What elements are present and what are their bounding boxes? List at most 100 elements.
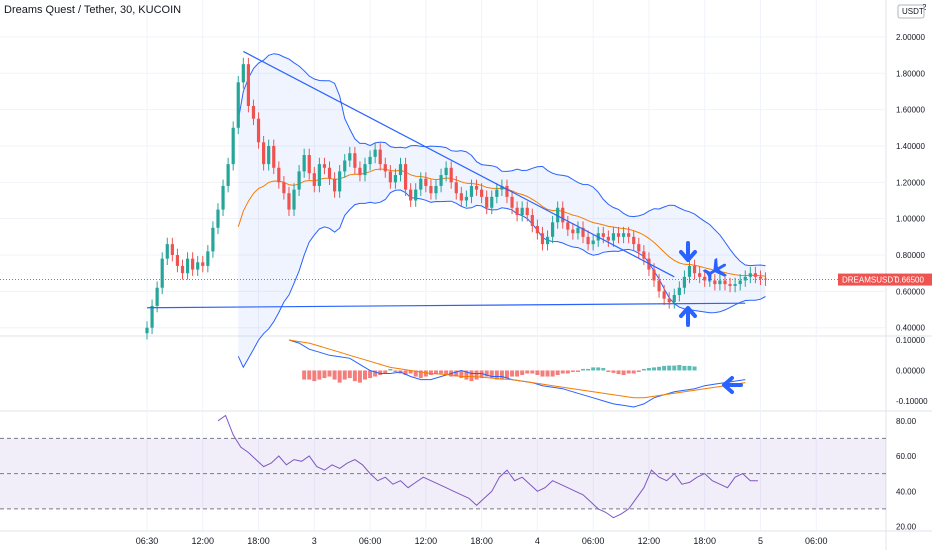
price-pane[interactable] [0, 50, 886, 369]
candle-body[interactable] [692, 265, 697, 274]
candle-body[interactable] [241, 64, 245, 83]
candle-body[interactable] [363, 164, 367, 176]
candle-body[interactable] [155, 287, 159, 306]
candle-body[interactable] [551, 222, 555, 237]
candle-body[interactable] [338, 171, 342, 192]
candle-body[interactable] [687, 265, 692, 277]
candle-body[interactable] [256, 118, 261, 143]
candle-body[interactable] [738, 280, 742, 285]
candle-body[interactable] [211, 227, 215, 252]
candle-body[interactable] [297, 171, 301, 190]
rsi-pane[interactable] [0, 414, 886, 519]
candle-body[interactable] [180, 265, 185, 274]
candle-body[interactable] [505, 185, 509, 197]
candle-body[interactable] [439, 175, 443, 186]
candle-body[interactable] [733, 284, 737, 286]
candle-body[interactable] [566, 222, 570, 230]
candle-body[interactable] [581, 227, 585, 237]
candle-body[interactable] [540, 233, 545, 245]
candle-body[interactable] [520, 207, 524, 216]
candle-body[interactable] [206, 251, 210, 266]
candle-body[interactable] [667, 298, 671, 303]
candle-body[interactable] [383, 164, 387, 172]
trendline-support[interactable] [146, 302, 746, 309]
candle-body[interactable] [743, 276, 747, 281]
candle-body[interactable] [262, 142, 266, 165]
candle-body[interactable] [201, 262, 205, 266]
candle-body[interactable] [236, 82, 240, 128]
candle-body[interactable] [652, 269, 656, 281]
candle-body[interactable] [196, 262, 200, 270]
candle-body[interactable] [444, 167, 448, 176]
candle-body[interactable] [216, 209, 220, 228]
candle-body[interactable] [677, 287, 681, 296]
candle-body[interactable] [332, 178, 337, 192]
candle-body[interactable] [698, 273, 702, 277]
candle-body[interactable] [642, 251, 646, 259]
candle-body[interactable] [358, 167, 362, 176]
candle-body[interactable] [657, 280, 661, 292]
candle-body[interactable] [378, 149, 382, 165]
candle-body[interactable] [632, 236, 636, 245]
candle-body[interactable] [728, 284, 732, 286]
candle-body[interactable] [246, 64, 250, 106]
candle-body[interactable] [525, 207, 529, 216]
candle-body[interactable] [393, 175, 398, 183]
candle-body[interactable] [753, 273, 757, 277]
candle-body[interactable] [277, 167, 281, 183]
candle-body[interactable] [302, 155, 306, 172]
candle-body[interactable] [175, 255, 180, 266]
candle-body[interactable] [591, 240, 595, 245]
candle-body[interactable] [748, 273, 752, 277]
candle-body[interactable] [388, 171, 392, 183]
candle-body[interactable] [327, 167, 332, 179]
candle-body[interactable] [170, 244, 174, 256]
macd-pane[interactable] [288, 339, 746, 408]
candle-body[interactable] [606, 236, 610, 241]
candle-body[interactable] [145, 327, 149, 334]
candle-body[interactable] [185, 258, 190, 274]
candle-body[interactable] [637, 244, 641, 252]
candle-body[interactable] [231, 127, 235, 165]
candle-body[interactable] [287, 193, 291, 210]
candle-body[interactable] [312, 173, 316, 186]
candle-body[interactable] [398, 164, 403, 176]
candle-body[interactable] [530, 215, 534, 226]
candle-body[interactable] [708, 280, 712, 282]
candle-body[interactable] [611, 233, 616, 241]
candle-body[interactable] [343, 160, 347, 172]
candle-body[interactable] [718, 280, 722, 285]
candle-body[interactable] [627, 233, 631, 237]
candle-body[interactable] [221, 185, 225, 210]
candle-body[interactable] [616, 233, 621, 237]
candle-body[interactable] [226, 164, 230, 186]
candle-body[interactable] [373, 149, 377, 157]
candle-body[interactable] [723, 280, 727, 285]
candle-body[interactable] [191, 258, 195, 270]
candle-body[interactable] [621, 233, 626, 237]
candle-body[interactable] [272, 145, 276, 168]
candle-body[interactable] [601, 233, 605, 237]
candle-body[interactable] [429, 185, 433, 194]
candle-body[interactable] [449, 167, 453, 183]
candle-body[interactable] [251, 105, 256, 119]
candle-body[interactable] [545, 236, 550, 245]
candle-body[interactable] [485, 196, 489, 208]
candle-body[interactable] [469, 185, 474, 197]
candle-body[interactable] [353, 153, 357, 168]
candle-body[interactable] [474, 185, 479, 190]
candle-body[interactable] [703, 276, 707, 281]
candle-body[interactable] [267, 145, 271, 165]
candle-body[interactable] [403, 164, 408, 190]
candle-body[interactable] [758, 276, 763, 279]
candle-body[interactable] [419, 178, 423, 190]
candle-body[interactable] [282, 182, 286, 194]
candle-body[interactable] [348, 153, 352, 161]
candle-body[interactable] [561, 207, 565, 223]
candle-body[interactable] [368, 156, 372, 165]
candle-body[interactable] [480, 189, 484, 197]
candle-body[interactable] [510, 196, 514, 208]
candle-body[interactable] [713, 280, 717, 285]
candle-body[interactable] [454, 182, 458, 194]
candle-body[interactable] [424, 178, 428, 186]
